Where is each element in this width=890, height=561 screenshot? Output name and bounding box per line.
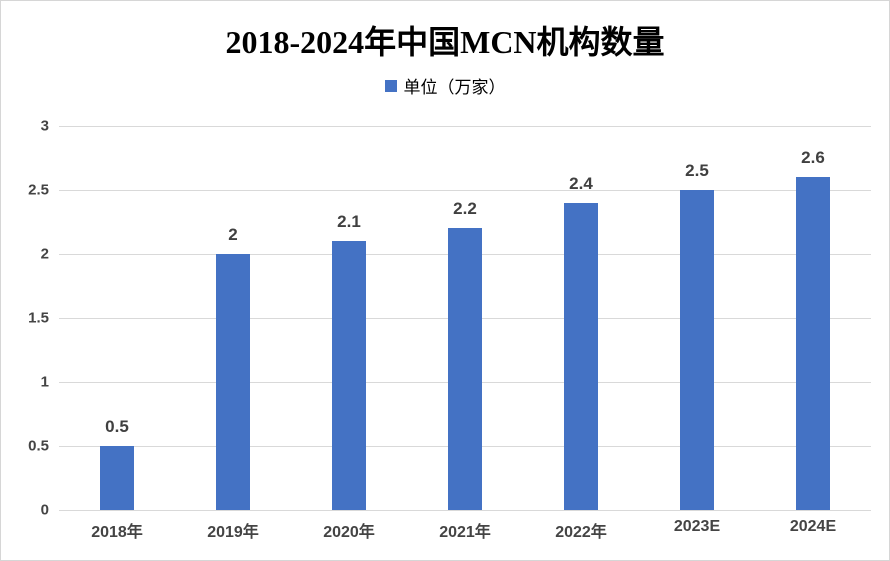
data-label-2023E: 2.5 (685, 161, 709, 180)
y-tick-label: 0 (40, 501, 49, 519)
y-tick-label: 0.5 (28, 437, 49, 455)
gridline (59, 190, 871, 191)
data-label-2022年: 2.4 (569, 173, 593, 193)
y-tick-label: 1.5 (28, 309, 49, 327)
y-tick-label: 2 (40, 245, 49, 263)
bar-series: 0.5 2 2.1 2.2 2.4 2.5 2.6 (59, 126, 871, 510)
data-label-2019年: 2 (228, 225, 238, 244)
x-tick-label-2020年: 2020年 (323, 524, 375, 541)
y-axis: 3 2.5 2 1.5 1 0.5 0 (1, 118, 49, 519)
y-tick-label: 3 (40, 117, 49, 135)
y-tick-label: 1 (40, 373, 49, 391)
bar-2020年 (332, 241, 366, 510)
x-tick-label-2018年: 2018年 (91, 524, 143, 541)
plot-area: 0.5 2 2.1 2.2 2.4 2.5 2.6 (59, 126, 871, 511)
bar-2024E (796, 177, 830, 510)
gridline (59, 510, 871, 511)
x-tick-label-2024E: 2024E (789, 518, 837, 535)
bar-slot-2018年: 0.5 (59, 126, 175, 510)
data-label-2018年: 0.5 (105, 417, 129, 436)
x-tick-label-2021年: 2021年 (439, 524, 491, 541)
x-tick-label-2019年: 2019年 (207, 524, 259, 541)
bar-2023E (680, 190, 714, 510)
bar-slot-2020年: 2.1 (291, 126, 407, 510)
bar-2018年 (100, 446, 134, 510)
bar-2021年 (448, 228, 482, 510)
bar-slot-2024E: 2.6 (755, 126, 871, 510)
bar-slot-2019年: 2 (175, 126, 291, 510)
data-label-2020年: 2.1 (337, 212, 361, 232)
x-axis: 2018年 2019年 2020年 2021年 2022年 2023E 2024E (59, 518, 871, 542)
data-label-2024E: 2.6 (801, 148, 825, 168)
bar-slot-2022年: 2.4 (523, 126, 639, 510)
chart-legend: 单位（万家） (1, 73, 889, 98)
legend-label: 单位（万家） (403, 78, 506, 97)
gridline (59, 126, 871, 127)
bar-slot-2023E: 2.5 (639, 126, 755, 510)
x-tick-label-2023E: 2023E (673, 518, 721, 535)
bar-2022年 (564, 202, 598, 510)
y-tick-label: 2.5 (28, 181, 49, 199)
legend-color-swatch (384, 79, 397, 92)
bar-slot-2021年: 2.2 (407, 126, 523, 510)
data-label-2021年: 2.2 (453, 199, 477, 219)
chart-title: 2018-2024年中国MCN机构数量 (225, 24, 665, 60)
x-tick-label-2022年: 2022年 (555, 524, 607, 541)
bar-2019年 (216, 254, 250, 510)
